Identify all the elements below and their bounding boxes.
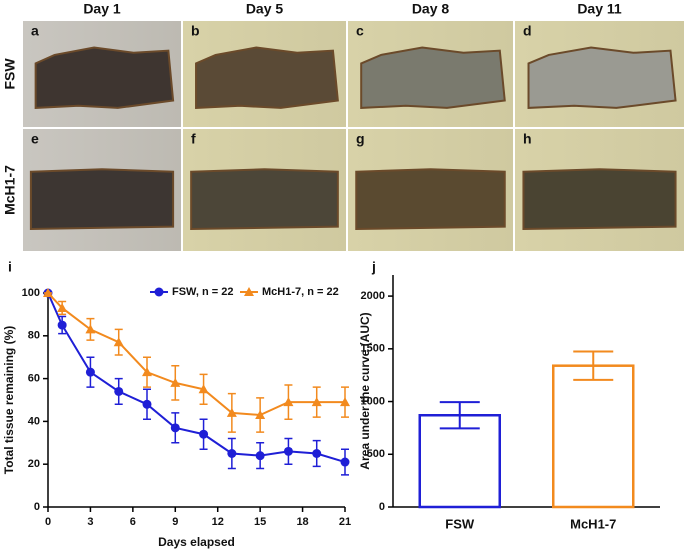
x-tick-label: 0 (45, 516, 51, 528)
point (227, 449, 237, 458)
x-tick-label: 18 (296, 516, 308, 528)
point (170, 423, 180, 433)
error-bar (439, 401, 480, 430)
point (255, 409, 266, 419)
legend-label: McH1-7, n = 22 (262, 286, 339, 298)
y-tick-label: 60 (28, 373, 40, 385)
y-tick-label: 2000 (361, 290, 385, 302)
x-tick-label: 3 (87, 516, 93, 528)
point (142, 399, 152, 409)
y-tick-label: 100 (22, 287, 40, 299)
legend-marker (244, 287, 254, 296)
x-tick-label: 15 (254, 516, 266, 528)
y-tick-label: 20 (28, 458, 40, 470)
point (198, 384, 209, 394)
error-bar (573, 350, 614, 381)
row-label: FSW (2, 58, 18, 90)
point (226, 407, 237, 417)
point (340, 397, 350, 407)
x-tick-label: 6 (130, 516, 136, 528)
y-tick-label: 40 (28, 415, 40, 427)
row-label: McH1-7 (2, 165, 18, 215)
tissue (527, 46, 677, 109)
x-tick-label: McH1-7 (570, 516, 616, 531)
tissue (355, 168, 506, 231)
point (43, 288, 53, 297)
point (85, 324, 96, 334)
point (199, 429, 209, 439)
point (283, 446, 293, 456)
x-axis-label: Days elapsed (158, 535, 235, 549)
point (113, 337, 124, 347)
y-axis-label: Total tissue remaining (%) (2, 326, 16, 474)
point (114, 386, 124, 396)
y-tick-label: 500 (367, 448, 385, 460)
point (142, 367, 152, 377)
point (170, 377, 181, 387)
point (85, 367, 95, 377)
tissue (34, 46, 175, 109)
column-label: Day 8 (412, 1, 450, 17)
tissue (195, 46, 339, 109)
point (255, 451, 265, 461)
point (57, 302, 68, 312)
panel-letter: j (371, 259, 376, 275)
column-label: Day 5 (246, 1, 284, 17)
tissue (360, 46, 506, 109)
y-tick-label: 1500 (361, 343, 385, 355)
y-axis-label: Area under the curve (AUC) (358, 312, 372, 469)
y-tick-label: 1000 (361, 395, 385, 407)
panel-letter: e (31, 131, 39, 147)
x-tick-label: 21 (339, 516, 351, 528)
x-tick-label: 9 (172, 516, 178, 528)
line (47, 292, 345, 416)
tissue (29, 168, 175, 231)
tissue (190, 168, 339, 231)
x-tick-label: 12 (212, 516, 224, 528)
panel-letter: b (191, 23, 200, 39)
point (312, 449, 322, 458)
panel-letter: g (356, 131, 365, 147)
legend-marker (154, 287, 164, 297)
bar (552, 364, 635, 509)
point (340, 457, 350, 467)
line (47, 292, 346, 464)
panel-letter: d (523, 23, 532, 39)
panel-letter: h (523, 131, 532, 147)
legend-label: FSW, n = 22 (172, 286, 233, 298)
panel-letter: f (191, 131, 196, 147)
y-tick-label: 0 (379, 501, 385, 513)
panel-letter: i (8, 259, 12, 275)
y-tick-label: 0 (34, 501, 40, 513)
y-tick-label: 80 (28, 330, 40, 342)
column-label: Day 11 (577, 1, 622, 17)
point (57, 320, 67, 330)
point (283, 397, 294, 407)
panel-letter: a (31, 23, 39, 39)
point (311, 397, 322, 407)
tissue (522, 168, 677, 231)
panel-letter: c (356, 23, 364, 39)
column-label: Day 1 (83, 1, 121, 17)
x-tick-label: FSW (445, 516, 475, 531)
